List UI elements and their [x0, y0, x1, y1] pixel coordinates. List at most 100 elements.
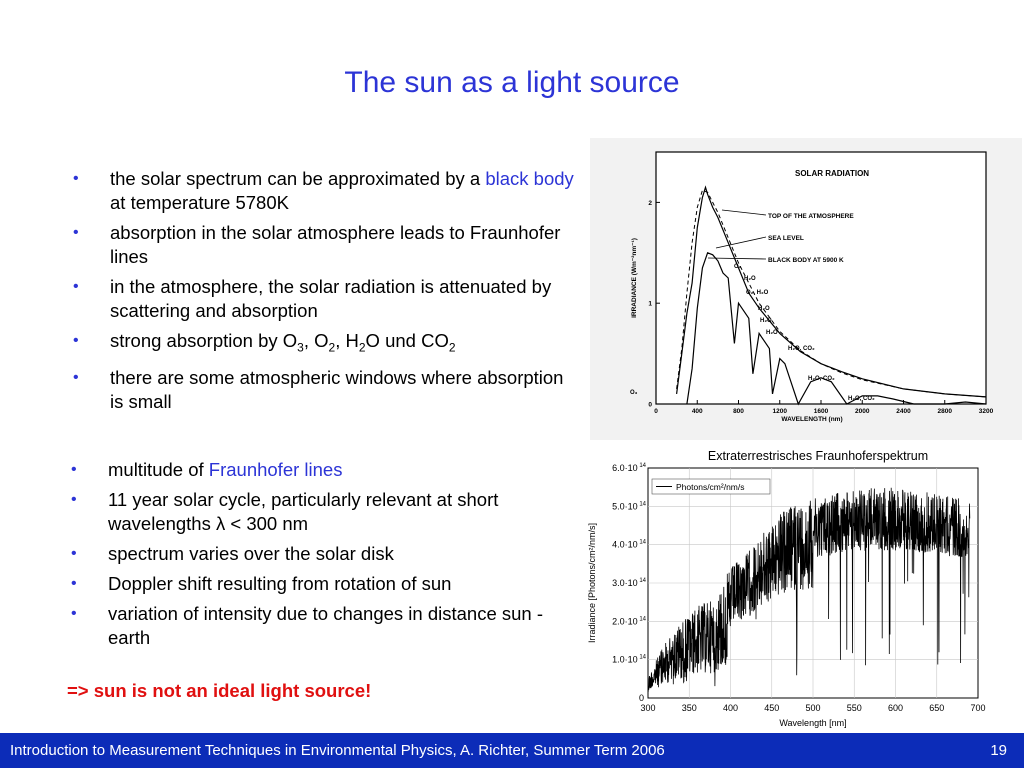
- y-tick-label: 5.0·10 14: [612, 501, 647, 511]
- y-tick-label: 2: [648, 200, 652, 207]
- y-tick-label: 3.0·10 14: [612, 578, 647, 588]
- bullet-list-bottom: • multitude of Fraunhofer lines • 11 year s…: [71, 458, 568, 656]
- bullet-icon: •: [71, 461, 77, 478]
- x-tick-label: 1600: [814, 408, 829, 415]
- x-tick-label: 550: [847, 703, 862, 713]
- absorption-label: H₂O, CO₂: [788, 346, 815, 352]
- y-tick-label: 6.0·10 14: [612, 463, 647, 473]
- absorption-label: H₂O, CO₂: [808, 376, 835, 382]
- chart-title: Extraterrestrisches Fraunhoferspektrum: [708, 449, 928, 463]
- y-axis-label: Irradiance [Photons/cm²/nm/s]: [587, 523, 597, 643]
- y-tick-label: 2.0·10 14: [612, 616, 647, 626]
- x-tick-label: 450: [764, 703, 779, 713]
- leader-line: [721, 209, 767, 216]
- bullet-item: • in the atmosphere, the solar radiation …: [73, 275, 580, 323]
- bullet-text: strong absorption by O: [110, 330, 298, 351]
- bullet-text: 11 year solar cycle, particularly releva…: [108, 489, 499, 534]
- x-tick-label: 2400: [896, 408, 911, 415]
- absorption-label: H₂O: [766, 330, 778, 336]
- legend-label: SEA LEVEL: [768, 235, 804, 242]
- bullet-item: • there are some atmospheric windows wher…: [73, 366, 580, 414]
- y-axis-label: IRRADIANCE (Wm⁻²nm⁻¹): [631, 238, 638, 318]
- bullet-item: • absorption in the solar atmosphere lead…: [73, 221, 580, 269]
- bullet-text: spectrum varies over the solar disk: [108, 543, 394, 564]
- bullet-text: there are some atmospheric windows where…: [110, 366, 564, 412]
- bullet-text: in the atmosphere, the solar radiation i…: [110, 276, 552, 321]
- bullet-item: • Doppler shift resulting from rotation o…: [71, 572, 568, 596]
- bullet-text: O und CO: [365, 330, 449, 351]
- bullet-icon: •: [73, 332, 79, 349]
- leader-line: [707, 257, 767, 260]
- absorption-label: O₂, H₂O: [746, 290, 769, 296]
- series-line: [676, 185, 987, 398]
- bullet-item: • 11 year solar cycle, particularly relev…: [71, 488, 568, 536]
- footer-bar: Introduction to Measurement Techniques i…: [0, 733, 1024, 768]
- bullet-text: variation of intensity due to changes in…: [108, 603, 544, 648]
- absorption-label: H₂O: [744, 276, 756, 282]
- absorption-label: H₂O: [760, 318, 772, 324]
- bullet-icon: •: [71, 575, 77, 592]
- x-tick-label: 3200: [979, 408, 994, 415]
- legend-label: BLACK BODY AT 5900 K: [768, 257, 844, 264]
- x-tick-label: 300: [640, 703, 655, 713]
- x-tick-label: 350: [682, 703, 697, 713]
- series-line: [686, 252, 987, 406]
- absorption-label: O₂: [734, 264, 742, 270]
- slide-title: The sun as a light source: [344, 66, 680, 99]
- bullet-icon: •: [71, 605, 77, 622]
- bullet-icon: •: [71, 545, 77, 562]
- legend-label: TOP OF THE ATMOSPHERE: [768, 213, 854, 220]
- x-axis-label: Wavelength [nm]: [779, 718, 846, 728]
- bullet-text: at temperature 5780K: [110, 192, 289, 213]
- absorption-label: H₂O, CO₂: [848, 396, 875, 402]
- bullet-icon: •: [73, 224, 79, 241]
- absorption-label: H₂O: [758, 306, 770, 312]
- bullet-icon: •: [71, 491, 77, 508]
- x-tick-label: 1200: [773, 408, 788, 415]
- chart-title: SOLAR RADIATION: [795, 169, 869, 178]
- page-number: 19: [990, 742, 1007, 759]
- leader-line: [715, 236, 767, 249]
- highlight-term: Fraunhofer lines: [208, 459, 343, 480]
- bullet-item: • spectrum varies over the solar disk: [71, 542, 568, 566]
- fraunhofer-spectrum-chart: Extraterrestrisches Fraunhoferspektrum 3…: [587, 449, 986, 728]
- highlight-term: black body: [485, 168, 574, 189]
- y-tick-label: 1: [648, 301, 652, 308]
- subscript: 2: [448, 340, 456, 355]
- x-axis-label: WAVELENGTH (nm): [781, 416, 842, 423]
- bullet-item: • variation of intensity due to changes i…: [71, 602, 568, 650]
- x-tick-label: 0: [654, 408, 658, 415]
- x-tick-label: 2000: [855, 408, 870, 415]
- bullet-text: , H: [335, 330, 359, 351]
- bullet-list-top: • the solar spectrum can be approximated …: [73, 167, 580, 420]
- bullet-text: Doppler shift resulting from rotation of…: [108, 573, 452, 594]
- solar-radiation-chart: 0 400 800 1200 1600 2000 2400 2800 3200 0 1 2 TOP O…: [590, 138, 1022, 440]
- x-tick-label: 650: [929, 703, 944, 713]
- subscript: 2: [358, 340, 366, 355]
- bullet-icon: •: [73, 170, 79, 187]
- y-tick-label: 1.0·10 14: [612, 655, 647, 665]
- x-tick-label: 2800: [938, 408, 953, 415]
- series-line: [676, 189, 987, 398]
- x-tick-label: 800: [733, 408, 744, 415]
- x-tick-label: 600: [888, 703, 903, 713]
- bullet-text: multitude of: [108, 459, 209, 480]
- subscript: 2: [328, 340, 336, 355]
- legend-box: [651, 478, 771, 495]
- bullet-icon: •: [73, 278, 79, 295]
- bullet-item: • multitude of Fraunhofer lines: [71, 458, 568, 482]
- conclusion-text: => sun is not an ideal light source!: [67, 680, 372, 701]
- x-tick-label: 400: [723, 703, 738, 713]
- subscript: 3: [297, 340, 304, 355]
- legend-label: Photons/cm²/nm/s: [676, 482, 745, 492]
- plot-frame: [655, 151, 987, 405]
- bullet-item: • the solar spectrum can be approximated …: [73, 167, 580, 215]
- bullet-text: , O: [303, 330, 329, 351]
- bullet-icon: •: [73, 368, 79, 386]
- x-tick-label: 700: [970, 703, 985, 713]
- bullet-text: the solar spectrum can be approximated b…: [110, 168, 486, 189]
- x-tick-label: 400: [692, 408, 703, 415]
- y-tick-label: 0: [648, 402, 652, 409]
- footer-text: Introduction to Measurement Techniques i…: [10, 742, 665, 759]
- x-tick-label: 500: [805, 703, 820, 713]
